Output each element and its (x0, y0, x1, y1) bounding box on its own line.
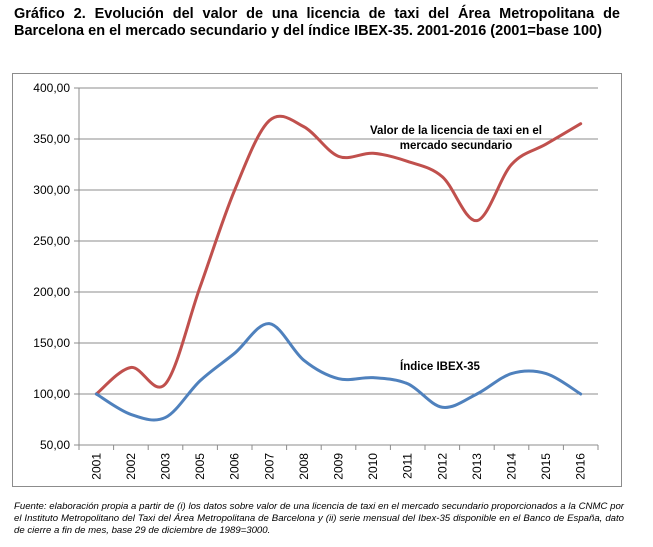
data-point (337, 377, 340, 380)
chart-frame (12, 73, 622, 487)
source-note: Fuente: elaboración propia a partir de (… (14, 501, 624, 536)
x-tick-label: 2010 (366, 453, 380, 480)
data-point (441, 406, 444, 409)
data-point (579, 122, 582, 125)
data-point (544, 142, 548, 146)
data-point (233, 352, 236, 355)
y-tick-label: 250,00 (33, 234, 70, 248)
x-tick-label: 2012 (435, 453, 449, 480)
data-point (475, 392, 479, 396)
x-tick-label: 2009 (332, 453, 346, 480)
data-point (233, 188, 236, 192)
data-point (371, 376, 375, 379)
series-line (94, 322, 583, 422)
x-tick-label: 2003 (159, 453, 173, 480)
data-point (441, 175, 444, 178)
x-tick-label: 2006 (228, 453, 242, 480)
x-tick-label: 2007 (262, 453, 276, 480)
y-tick-label: 400,00 (33, 81, 70, 95)
y-tick-label: 300,00 (33, 183, 70, 197)
data-point (164, 382, 167, 385)
series-line (94, 114, 583, 396)
data-point (406, 160, 409, 163)
data-point (95, 392, 98, 396)
data-point (302, 359, 306, 362)
data-point (510, 163, 513, 166)
y-tick-label: 200,00 (33, 285, 70, 299)
x-tick-label: 2016 (574, 453, 588, 480)
x-tick-label: 2015 (539, 453, 553, 480)
x-tick-label: 2008 (297, 453, 311, 480)
series-label: mercado secundario (400, 140, 512, 152)
series-label: Índice IBEX-35 (400, 360, 480, 373)
y-tick-label: 100,00 (33, 387, 70, 401)
data-point (337, 155, 340, 158)
data-point (544, 372, 548, 375)
data-point (268, 119, 271, 122)
data-point (510, 372, 513, 375)
data-point (129, 413, 133, 416)
y-tick-label: 350,00 (33, 132, 70, 146)
x-tick-label: 2005 (193, 453, 207, 480)
y-tick-label: 50,00 (40, 438, 70, 452)
y-tick-label: 150,00 (33, 336, 70, 350)
data-point (129, 366, 133, 369)
line-chart: 50,00 100,00 150,00 200,00 250,00 300,00 350,0… (33, 81, 599, 480)
x-tick-label: 2013 (470, 453, 484, 480)
data-point (164, 416, 167, 419)
chart-title: Gráfico 2. Evolución del valor de una li… (14, 6, 620, 39)
data-point (475, 219, 479, 222)
x-tick-label: 2001 (89, 453, 103, 480)
data-point (198, 285, 202, 289)
data-point (579, 392, 582, 396)
data-point (302, 125, 306, 128)
series-label: Valor de la licencia de taxi en el (370, 125, 542, 137)
x-tick-label: 2002 (124, 453, 138, 480)
data-point (198, 379, 202, 382)
x-tick-label: 2011 (401, 453, 415, 479)
x-tick-label: 2014 (505, 453, 519, 480)
data-point (406, 382, 409, 385)
data-point (268, 322, 271, 325)
data-point (371, 152, 375, 155)
